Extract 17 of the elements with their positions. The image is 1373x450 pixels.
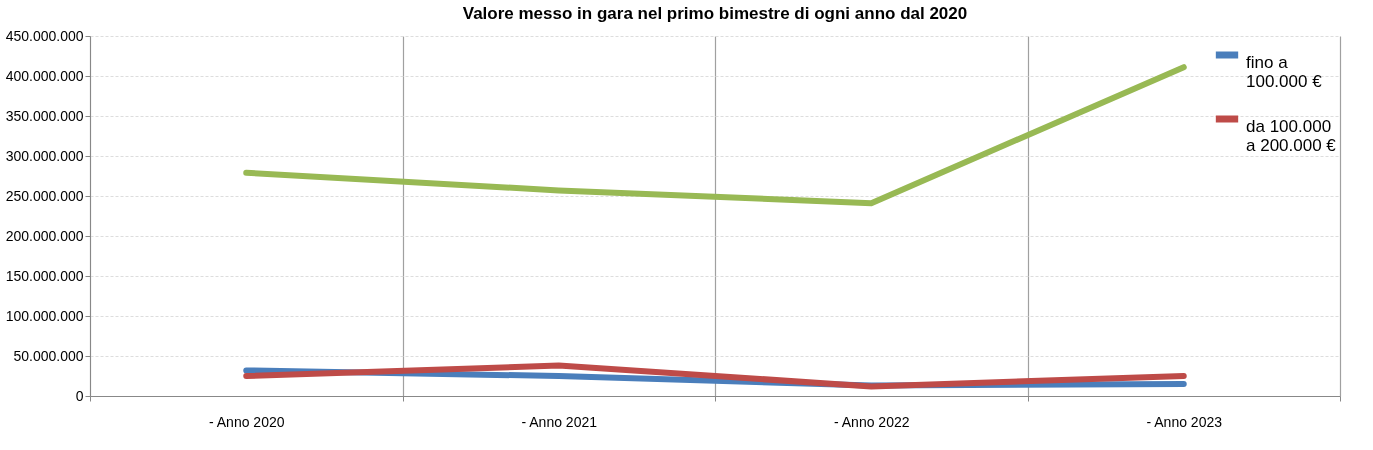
x-tick-label: - Anno 2021 (521, 413, 598, 430)
x-tick-label: - Anno 2020 (208, 413, 285, 430)
legend-label: fino a 100.000 € (1246, 53, 1323, 91)
y-tick-label: 400.000.000 (5, 67, 84, 84)
y-tick-label: 350.000.000 (5, 107, 84, 124)
y-tick-label: 0 (75, 387, 84, 404)
y-tick-label: 150.000.000 (5, 267, 84, 284)
legend-label: da 100.000 a 200.000 € (1246, 117, 1337, 155)
y-tick-label: 50.000.000 (13, 347, 84, 364)
y-tick-label: 200.000.000 (5, 227, 84, 244)
y-tick-label: 300.000.000 (5, 147, 84, 164)
y-tick-label: 100.000.000 (5, 307, 84, 324)
y-tick-label: 250.000.000 (5, 187, 84, 204)
y-tick-label: 450.000.000 (5, 27, 84, 44)
x-tick-label: - Anno 2023 (1146, 413, 1223, 430)
chart-title: Valore messo in gara nel primo bimestre di ogni anno dal 2020 (462, 4, 968, 23)
x-tick-label: - Anno 2022 (833, 413, 910, 430)
